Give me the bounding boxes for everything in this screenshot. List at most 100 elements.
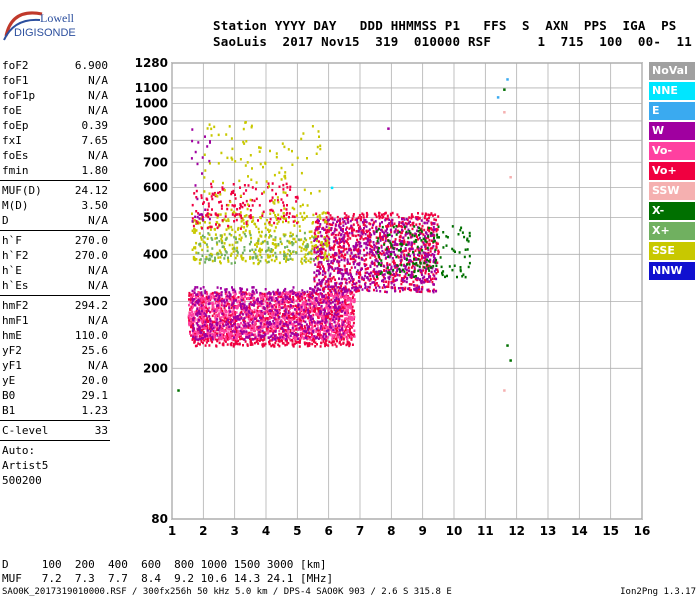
echo-point (248, 331, 251, 335)
echo-point (284, 310, 287, 314)
echo-point (249, 296, 252, 300)
echo-point (264, 259, 267, 262)
echo-point (198, 293, 201, 297)
echo-point (391, 270, 394, 273)
echo-point (392, 268, 395, 272)
echo-point (278, 316, 281, 319)
echo-point (325, 234, 328, 238)
echo-point (283, 300, 286, 304)
echo-point (349, 247, 352, 251)
echo-point (345, 268, 348, 271)
echo-point (348, 344, 351, 348)
param-row-ye: yE 20.0 (0, 373, 110, 388)
echo-point (386, 262, 389, 265)
echo-point (352, 234, 355, 237)
echo-point (206, 327, 209, 330)
echo-point (383, 241, 386, 245)
echo-point (281, 300, 284, 304)
echo-point (463, 235, 466, 239)
echo-point (287, 221, 290, 224)
echo-point (356, 289, 359, 293)
echo-point (236, 334, 238, 338)
echo-point (223, 218, 226, 221)
echo-point (291, 343, 294, 346)
echo-point (206, 335, 209, 338)
echo-point (373, 253, 376, 257)
echo-point (261, 212, 264, 215)
echo-point (268, 309, 271, 313)
echo-point (379, 290, 382, 293)
echo-point (388, 277, 391, 281)
echo-point (215, 241, 218, 244)
param-row-hme: hmE 110.0 (0, 328, 110, 343)
param-value: 294.2 (74, 299, 108, 312)
echo-point (223, 304, 226, 308)
param-value: 1.23 (81, 404, 109, 417)
echo-point (263, 307, 266, 311)
echo-point (291, 340, 294, 343)
plot-area (171, 62, 643, 520)
echo-point (379, 234, 381, 237)
echo-point (313, 231, 316, 235)
echo-point (334, 233, 337, 237)
echo-point (223, 301, 226, 304)
echo-point (304, 315, 307, 318)
echo-point (325, 343, 328, 346)
echo-point (366, 213, 369, 216)
echo-point (421, 254, 424, 258)
echo-point (351, 231, 354, 235)
echo-point (277, 343, 280, 346)
echo-point (375, 215, 378, 219)
echo-point (279, 336, 282, 339)
echo-point (357, 271, 360, 275)
param-name: foF1 (2, 74, 29, 87)
echo-point (200, 238, 203, 241)
echo-point (292, 336, 295, 339)
echo-point (330, 233, 333, 236)
echo-point (262, 334, 265, 337)
echo-point (285, 337, 288, 341)
echo-point (241, 217, 244, 220)
echo-point (342, 332, 345, 335)
echo-point (335, 299, 338, 302)
echo-point (200, 236, 203, 239)
echo-point (352, 223, 355, 226)
echo-point (401, 217, 403, 221)
echo-point (325, 225, 328, 228)
echo-point (220, 299, 223, 303)
echo-point (316, 246, 319, 249)
echo-point (311, 296, 314, 299)
echo-point (433, 236, 435, 240)
echo-point (257, 261, 260, 265)
echo-point (257, 299, 259, 303)
echo-point (337, 245, 340, 249)
echo-point (400, 270, 403, 273)
echo-point (246, 224, 249, 228)
echo-point (214, 326, 217, 329)
echo-point (431, 228, 434, 231)
echo-point (214, 320, 217, 324)
echo-point (250, 325, 253, 328)
echo-point (270, 322, 272, 326)
echo-point (218, 249, 221, 252)
echo-point (396, 231, 399, 234)
echo-point (260, 302, 263, 306)
echo-point (191, 248, 194, 251)
x-tick-label: 11 (477, 524, 494, 538)
echo-point (394, 274, 397, 277)
echo-point (295, 327, 298, 330)
echo-point (344, 239, 347, 243)
echo-point (204, 241, 207, 245)
echo-point (250, 332, 253, 335)
echo-point (314, 233, 317, 237)
echo-point (331, 335, 334, 339)
echo-point (404, 233, 407, 237)
echo-point (214, 315, 217, 319)
echo-point (248, 334, 251, 338)
echo-point (405, 280, 408, 284)
echo-point (316, 313, 319, 316)
echo-point (409, 275, 412, 279)
echo-point (256, 245, 258, 248)
echo-point (359, 237, 362, 241)
echo-point (273, 317, 276, 320)
